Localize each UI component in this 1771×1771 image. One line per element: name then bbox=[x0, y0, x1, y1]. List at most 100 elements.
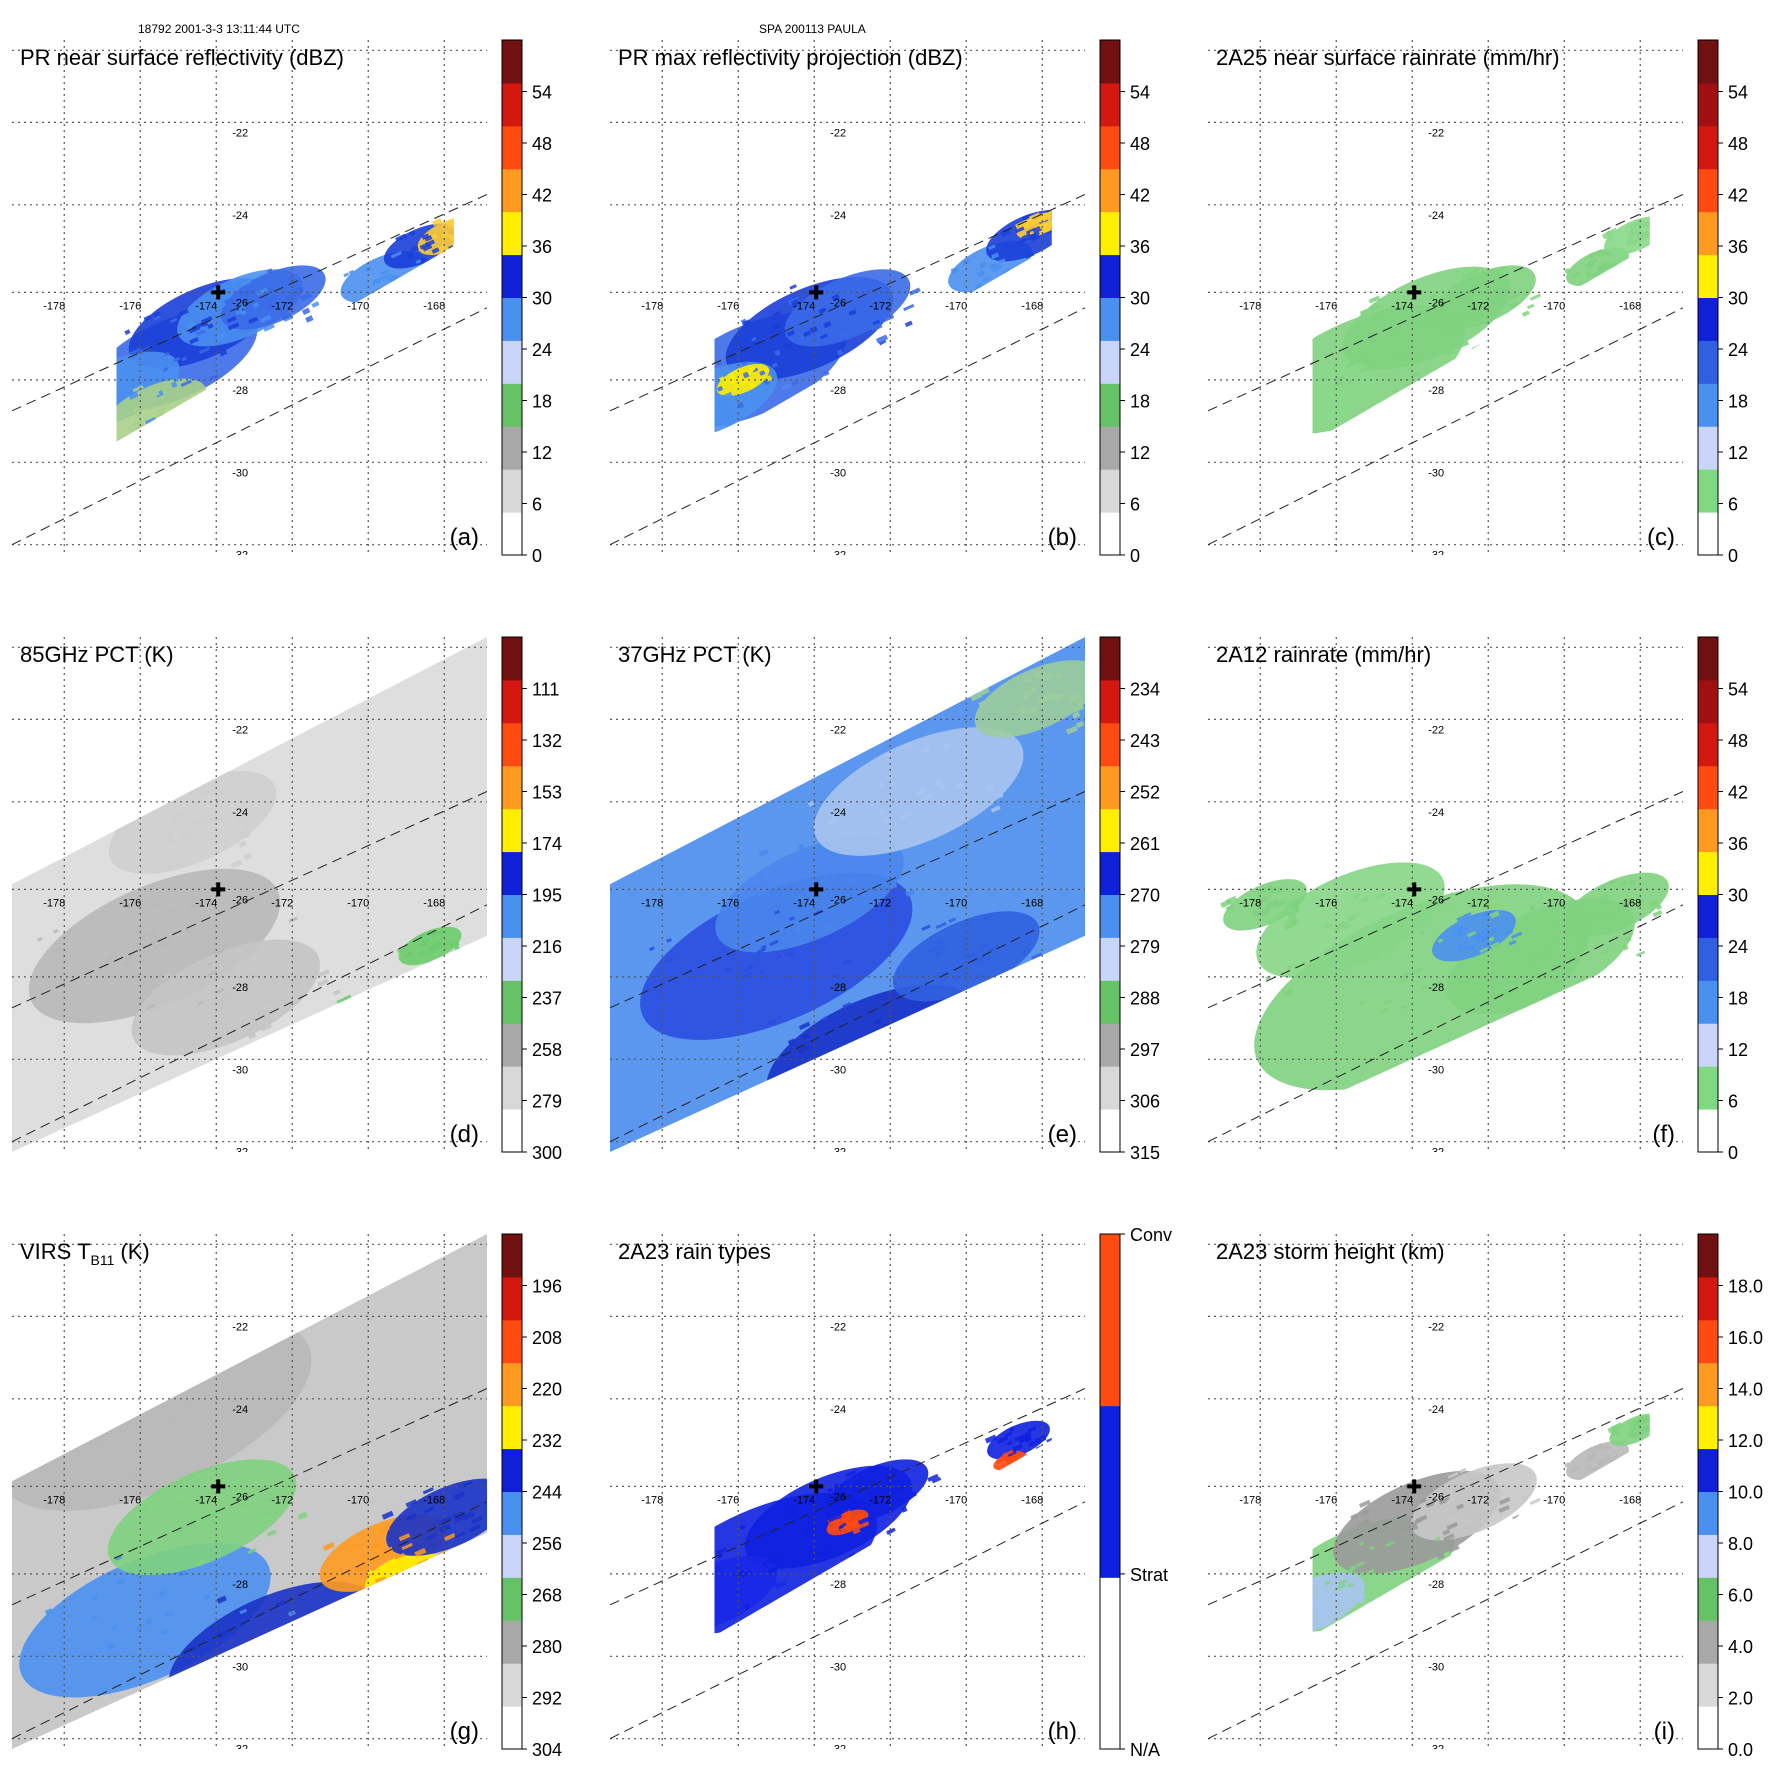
rain-pixel bbox=[1493, 266, 1506, 274]
rain-pixel bbox=[1437, 938, 1444, 944]
rain-pixel bbox=[794, 926, 802, 934]
rain-pixel bbox=[1486, 1465, 1498, 1473]
lat-tick-label: -24 bbox=[830, 807, 846, 819]
panel-title: PR max reflectivity projection (dBZ) bbox=[618, 45, 963, 70]
lat-tick-label: -28 bbox=[232, 1579, 248, 1591]
rain-pixel bbox=[1622, 944, 1629, 951]
rain-pixel bbox=[742, 371, 750, 379]
rain-pixel bbox=[396, 293, 403, 299]
rain-pixel bbox=[152, 311, 161, 318]
rain-pixel bbox=[1466, 945, 1475, 951]
colorbar-segment bbox=[1698, 637, 1718, 681]
rain-pixel bbox=[1577, 939, 1588, 948]
rain-pixel bbox=[978, 261, 988, 269]
rain-pixel bbox=[1057, 239, 1067, 246]
rain-pixel bbox=[839, 1522, 847, 1529]
rain-pixel bbox=[317, 969, 330, 978]
colorbar-segment bbox=[1100, 1066, 1120, 1110]
rain-pixel bbox=[1591, 1464, 1602, 1472]
colorbar-tick-label: 18 bbox=[1728, 392, 1748, 412]
rain-pixel bbox=[186, 1403, 193, 1410]
rain-pixel bbox=[203, 1593, 212, 1600]
rain-pixel bbox=[852, 1512, 865, 1521]
colorbar-segment bbox=[1698, 765, 1718, 810]
rain-pixel bbox=[253, 897, 260, 902]
colorbar-tick-label: 18 bbox=[1130, 392, 1150, 412]
colorbar-segment bbox=[1698, 82, 1718, 127]
lat-tick-label: -30 bbox=[830, 1064, 846, 1076]
colorbar-segment bbox=[502, 211, 522, 256]
lat-tick-label: -28 bbox=[830, 385, 846, 397]
pr-swath-edge bbox=[610, 1501, 1085, 1740]
rain-pixel bbox=[740, 1569, 753, 1578]
colorbar-tick-label: 234 bbox=[1130, 680, 1160, 700]
colorbar-segment bbox=[1100, 765, 1120, 810]
panel-title: 2A23 rain types bbox=[618, 1239, 771, 1264]
rain-pixel bbox=[909, 1078, 922, 1087]
rain-pixel bbox=[950, 266, 959, 275]
rain-pixel bbox=[175, 808, 188, 818]
rain-pixel bbox=[1076, 698, 1085, 707]
lon-tick-label: -178 bbox=[1239, 1494, 1261, 1506]
colorbar-tick-label: 6 bbox=[1728, 495, 1738, 515]
rain-pixel bbox=[984, 783, 995, 792]
rain-pixel bbox=[891, 882, 898, 889]
rain-pixel bbox=[1046, 1435, 1052, 1444]
rain-pixel bbox=[200, 1514, 212, 1523]
rain-pixel bbox=[781, 383, 791, 391]
rain-pixel bbox=[927, 1473, 939, 1482]
rain-pixel bbox=[1596, 898, 1603, 905]
colorbar-segment bbox=[502, 808, 522, 853]
rain-pixel bbox=[1608, 878, 1619, 886]
rain-pixel bbox=[1004, 1456, 1014, 1465]
panel-letter: (c) bbox=[1647, 524, 1675, 551]
colorbar-segment bbox=[502, 40, 522, 84]
rain-pixel bbox=[1353, 1616, 1363, 1623]
rain-pixel bbox=[851, 1054, 864, 1063]
rain-pixel bbox=[124, 329, 131, 335]
rain-pixel bbox=[431, 247, 440, 254]
rain-pixel bbox=[282, 1090, 294, 1099]
rain-pixel bbox=[1508, 940, 1517, 946]
rain-pixel bbox=[807, 1525, 817, 1532]
rain-pixel bbox=[1608, 1455, 1618, 1463]
colorbar-tick-label: 30 bbox=[1728, 886, 1748, 906]
rain-pixel bbox=[430, 929, 441, 938]
colorbar-segment bbox=[1698, 1577, 1718, 1621]
rain-pixel bbox=[1014, 1461, 1027, 1470]
rain-pixel bbox=[196, 1000, 203, 1006]
lat-tick-label: -26 bbox=[1428, 1491, 1444, 1503]
storm-center-cross-icon bbox=[809, 285, 824, 300]
rain-pixel bbox=[273, 1058, 284, 1067]
rain-pixel bbox=[763, 368, 770, 373]
storm-center-cross-icon bbox=[1407, 285, 1422, 300]
colorbar-tick-label: 24 bbox=[532, 340, 552, 360]
rain-pixel bbox=[220, 1434, 227, 1439]
rain-pixel bbox=[415, 257, 428, 266]
rain-pixel bbox=[262, 287, 275, 297]
rain-pixel bbox=[162, 367, 169, 372]
rain-pixel bbox=[1456, 1503, 1465, 1510]
pr-swath-edge bbox=[12, 791, 487, 1009]
rain-pixel bbox=[936, 944, 949, 952]
colorbar-segment bbox=[1698, 1491, 1718, 1535]
rain-pixel bbox=[402, 951, 413, 959]
rain-pixel bbox=[258, 1638, 268, 1645]
rain-pixel bbox=[44, 1608, 53, 1615]
rain-pixel bbox=[401, 1571, 408, 1578]
rain-pixel bbox=[1322, 1605, 1333, 1614]
rain-pixel bbox=[972, 973, 984, 981]
rain-pixel bbox=[432, 944, 439, 951]
colorbar-segment bbox=[1698, 1534, 1718, 1578]
panel-a: -178 -176 -174 -172 -170 -168 -22 -24 -26 -28 -30 -… bbox=[12, 39, 552, 566]
rain-pixel bbox=[1598, 250, 1608, 258]
rain-pixel bbox=[884, 1506, 895, 1515]
rain-pixel bbox=[853, 1500, 865, 1508]
colorbar-frame bbox=[1099, 1233, 1121, 1750]
rain-pixel bbox=[1637, 1416, 1650, 1426]
rain-pixel bbox=[1376, 395, 1387, 404]
panel-letter: (h) bbox=[1048, 1718, 1077, 1745]
colorbar-tick-label: 48 bbox=[1728, 134, 1748, 154]
rain-pixel bbox=[926, 792, 933, 799]
